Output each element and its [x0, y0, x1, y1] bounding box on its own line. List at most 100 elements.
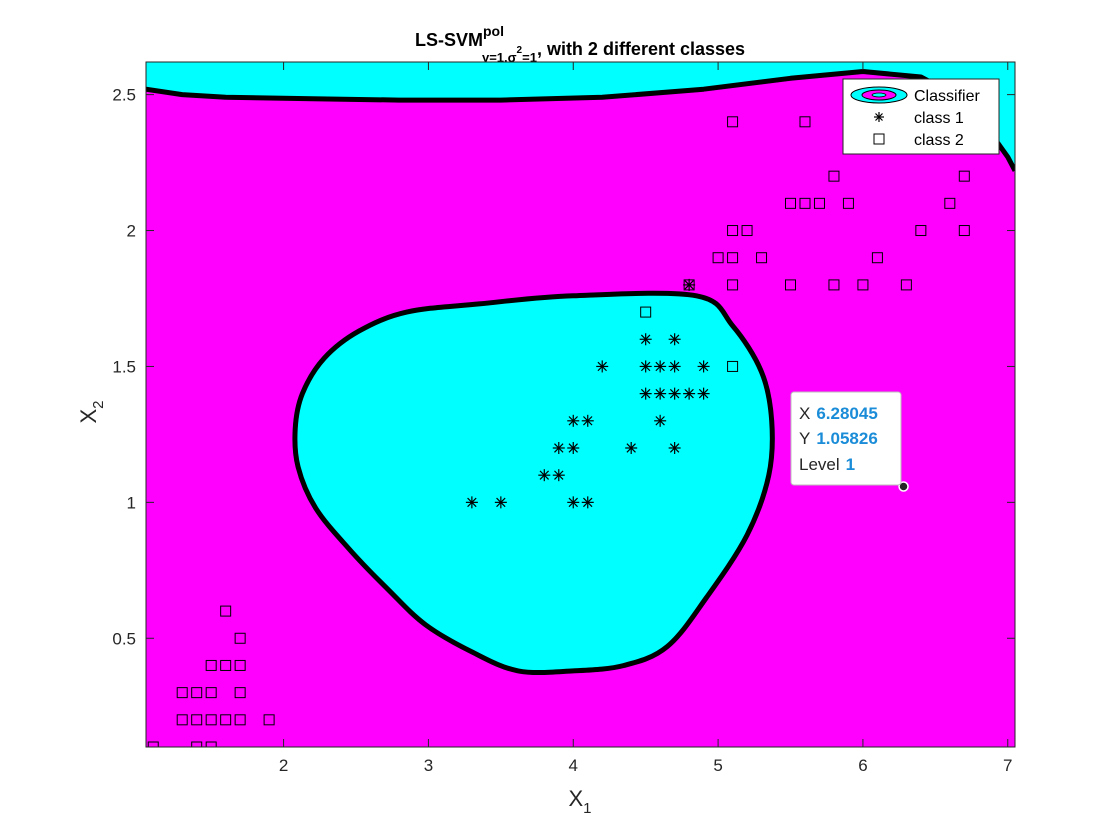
class1-point	[668, 360, 681, 373]
x-axis-label: X1	[568, 786, 591, 817]
class2-point	[799, 197, 811, 209]
legend-entry-class2: class 2	[914, 132, 964, 149]
class2-point	[191, 741, 203, 747]
class2-point	[727, 252, 739, 264]
class2-point	[756, 252, 768, 264]
class1-point	[639, 333, 652, 346]
class1-point	[552, 469, 565, 482]
legend[interactable]: Classifier class 1 class 2	[842, 78, 1000, 155]
class1-region-upper	[146, 62, 1015, 171]
class1-point	[683, 278, 696, 291]
x-tick-label: 4	[569, 756, 578, 775]
class2-point	[871, 252, 883, 264]
y-tick-label: 1.5	[112, 357, 136, 376]
class1-point	[697, 360, 710, 373]
class1-point	[581, 414, 594, 427]
class1-point	[639, 360, 652, 373]
axes-box	[145, 61, 1016, 748]
class1-region-main	[292, 290, 775, 676]
y-tick-label: 1	[127, 493, 136, 512]
class2-point	[205, 687, 217, 699]
class2-point	[842, 197, 854, 209]
class2-point	[727, 279, 739, 291]
class2-point	[263, 714, 275, 726]
class2-point	[176, 714, 188, 726]
x-tick-label: 3	[424, 756, 433, 775]
class2-point	[234, 659, 246, 671]
legend-entry-class1: class 1	[914, 110, 964, 127]
x-tick-label: 7	[1003, 756, 1012, 775]
class2-point	[741, 225, 753, 237]
class2-point	[727, 116, 739, 128]
y-axis-label: X2	[76, 400, 107, 423]
class1-point	[465, 496, 478, 509]
class1-point	[567, 414, 580, 427]
class2-point	[234, 687, 246, 699]
chart-title: LS-SVMpol γ=1,σ2=1, with 2 different clas…	[415, 23, 745, 65]
x-tick-label: 6	[858, 756, 867, 775]
class1-point	[697, 387, 710, 400]
y-tick-label: 2.5	[112, 86, 136, 105]
x-tick-label: 2	[279, 756, 288, 775]
class2-point	[191, 714, 203, 726]
class2-point	[857, 279, 869, 291]
class1-point	[639, 387, 652, 400]
class2-point	[958, 170, 970, 182]
x-axis-ticks: 2 3 4 5 6 7	[279, 62, 1012, 775]
class2-point	[828, 279, 840, 291]
class1-point	[654, 387, 667, 400]
datatip-marker[interactable]	[898, 481, 909, 492]
class2-point	[234, 714, 246, 726]
class1-point	[567, 441, 580, 454]
datatip-level: Level 1	[799, 455, 855, 474]
y-tick-label: 2	[127, 222, 136, 241]
class1-point	[654, 414, 667, 427]
class1-point	[552, 441, 565, 454]
class2-point	[900, 279, 912, 291]
class2-point	[727, 360, 739, 372]
data-points	[147, 116, 970, 747]
class2-point	[234, 632, 246, 644]
class1-point	[668, 333, 681, 346]
x-tick-label: 5	[713, 756, 722, 775]
datatip[interactable]: X 6.28045 Y 1.05826 Level 1	[790, 391, 902, 486]
class1-point	[654, 360, 667, 373]
class2-point	[640, 306, 652, 318]
class2-point	[785, 279, 797, 291]
legend-entry-classifier: Classifier	[914, 88, 980, 105]
class1-point	[538, 469, 551, 482]
class2-point	[915, 225, 927, 237]
class1-point	[625, 441, 638, 454]
class2-point	[944, 197, 956, 209]
asterisk-legend-icon	[874, 112, 884, 122]
class2-point	[683, 279, 695, 291]
class2-point	[147, 741, 159, 747]
datatip-y: Y 1.05826	[799, 429, 878, 448]
class2-point	[220, 659, 232, 671]
class2-point	[220, 605, 232, 617]
class2-point	[176, 687, 188, 699]
y-tick-label: 0.5	[112, 629, 136, 648]
classifier-legend-icon	[850, 86, 908, 104]
class2-point	[828, 170, 840, 182]
datatip-x: X 6.28045	[799, 404, 878, 423]
class1-point	[668, 441, 681, 454]
class2-point	[220, 714, 232, 726]
class1-point	[683, 387, 696, 400]
class1-point	[494, 496, 507, 509]
datatip-box	[790, 391, 902, 486]
y-axis-ticks: 0.5 1 1.5 2 2.5	[112, 86, 1015, 648]
class2-point	[205, 714, 217, 726]
class2-point	[727, 225, 739, 237]
class2-point	[712, 252, 724, 264]
class2-point	[785, 197, 797, 209]
class1-point	[567, 496, 580, 509]
square-legend-icon	[873, 133, 885, 145]
class2-point	[205, 741, 217, 747]
class2-point	[958, 225, 970, 237]
class1-point	[596, 360, 609, 373]
class2-point	[191, 687, 203, 699]
class1-point	[668, 387, 681, 400]
class2-point	[205, 659, 217, 671]
